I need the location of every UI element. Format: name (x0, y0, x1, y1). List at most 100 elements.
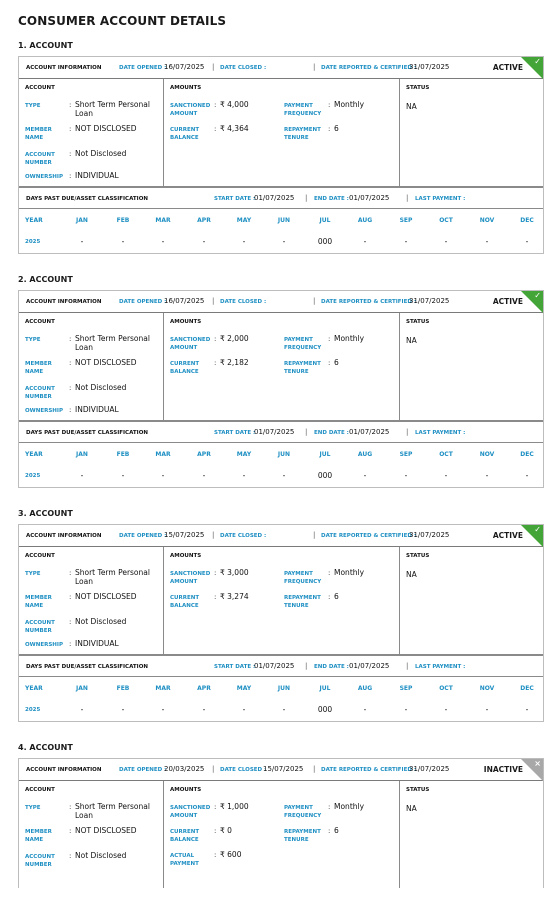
date-opened-value: 16/07/2025 (164, 63, 205, 71)
date-closed-label: DATE CLOSED : (220, 533, 267, 539)
account-card: ACCOUNT INFORMATION DATE OPENED :16/07/20… (18, 290, 544, 488)
separator: | (305, 662, 308, 670)
end-date-value: 01/07/2025 (349, 194, 390, 202)
history-cell: - (202, 471, 206, 480)
month-header-nov: NOV (479, 217, 495, 224)
member-name-value: NOT DISCLOSED (75, 592, 137, 601)
sanctioned-amount-label: SANCTIONED AMOUNT (170, 337, 211, 351)
account-info-header: ACCOUNT INFORMATION DATE OPENED :16/07/20… (19, 57, 543, 79)
month-header-year: YEAR (25, 451, 43, 458)
date-opened-value: 20/03/2025 (164, 765, 205, 773)
start-date-value: 01/07/2025 (254, 662, 295, 670)
check-icon: ✓ (534, 291, 541, 300)
history-cell: - (444, 471, 448, 480)
type-label: TYPE (25, 805, 41, 811)
date-opened-label: DATE OPENED : (119, 533, 167, 539)
colon: : (214, 569, 217, 577)
colon: : (69, 803, 72, 811)
current-balance-value: ₹ 4,364 (220, 124, 249, 133)
colon: : (214, 851, 217, 859)
date-reported-label: DATE REPORTED & CERTIFIED : (321, 65, 417, 71)
month-header-sep: SEP (399, 451, 413, 458)
history-cell: - (485, 237, 489, 246)
month-header-feb: FEB (116, 685, 130, 692)
month-header-aug: AUG (357, 685, 373, 692)
section-title: 1. ACCOUNT (18, 41, 73, 50)
colon: : (328, 593, 331, 601)
date-closed-label: DATE CLOSED : (220, 65, 267, 71)
account-details: ACCOUNT TYPE: Short Term Personal Loan MEMB… (19, 547, 543, 656)
date-closed-value: 15/07/2025 (263, 765, 304, 773)
history-cell: 000 (317, 705, 333, 714)
colon: : (69, 640, 72, 648)
separator: | (212, 531, 215, 539)
member-name-label: MEMBER NAME (25, 829, 52, 843)
payment-frequency-label: PAYMENT FREQUENCY (284, 103, 322, 117)
separator: | (313, 297, 316, 305)
date-opened-label: DATE OPENED : (119, 767, 167, 773)
member-name-value: NOT DISCLOSED (75, 358, 137, 367)
colon: : (214, 101, 217, 109)
amounts-column-title: AMOUNTS (170, 553, 202, 559)
colon: : (69, 335, 72, 343)
history-cell: - (404, 705, 408, 714)
amounts-column: AMOUNTS SANCTIONED AMOUNT: ₹ 4,000 CURRENT … (164, 79, 400, 186)
status-value: NA (406, 102, 417, 111)
month-header-year: YEAR (25, 685, 43, 692)
history-cell: - (80, 705, 84, 714)
status-column: STATUS NA (400, 79, 543, 186)
account-information-label: ACCOUNT INFORMATION (26, 533, 102, 539)
sanctioned-amount-value: ₹ 3,000 (220, 568, 249, 577)
member-name-label: MEMBER NAME (25, 127, 52, 141)
date-reported-label: DATE REPORTED & CERTIFIED : (321, 299, 417, 305)
status-column: STATUS NA (400, 781, 543, 888)
separator: | (406, 428, 409, 436)
history-cell: - (202, 237, 206, 246)
separator: | (305, 194, 308, 202)
start-date-label: START DATE : (214, 430, 256, 436)
separator: | (313, 765, 316, 773)
month-header-sep: SEP (399, 217, 413, 224)
account-info-header: ACCOUNT INFORMATION DATE OPENED :20/03/20… (19, 759, 543, 781)
current-balance-label: CURRENT BALANCE (170, 595, 200, 609)
date-reported-label: DATE REPORTED & CERTIFIED : (321, 533, 417, 539)
account-details: ACCOUNT TYPE: Short Term Personal Loan MEMB… (19, 79, 543, 188)
current-balance-label: CURRENT BALANCE (170, 829, 200, 843)
member-name-value: NOT DISCLOSED (75, 826, 137, 835)
current-balance-value: ₹ 2,182 (220, 358, 249, 367)
type-label: TYPE (25, 337, 41, 343)
month-header-jun: JUN (277, 685, 291, 692)
repayment-tenure-label: REPAYMENT TENURE (284, 361, 321, 375)
dpd-header: DAYS PAST DUE/ASSET CLASSIFICATION START … (19, 188, 543, 209)
account-column: ACCOUNT TYPE: Short Term Personal Loan MEMB… (19, 79, 164, 186)
colon: : (328, 569, 331, 577)
status-value: NA (406, 336, 417, 345)
account-info-header: ACCOUNT INFORMATION DATE OPENED :15/07/20… (19, 525, 543, 547)
status-column: STATUS NA (400, 313, 543, 420)
end-date-value: 01/07/2025 (349, 428, 390, 436)
account-number-value: Not Disclosed (75, 383, 127, 392)
end-date-label: END DATE : (314, 196, 349, 202)
check-icon: ✓ (534, 57, 541, 66)
month-header-aug: AUG (357, 451, 373, 458)
ownership-label: OWNERSHIP (25, 174, 63, 180)
current-balance-value: ₹ 3,274 (220, 592, 249, 601)
colon: : (214, 827, 217, 835)
month-header-dec: DEC (520, 217, 534, 224)
colon: : (69, 172, 72, 180)
month-header-jul: JUL (319, 217, 331, 224)
sanctioned-amount-label: SANCTIONED AMOUNT (170, 571, 211, 585)
ownership-value: INDIVIDUAL (75, 639, 119, 648)
history-cell: - (121, 705, 125, 714)
history-cell: - (525, 471, 529, 480)
ownership-label: OWNERSHIP (25, 642, 63, 648)
history-cell: - (161, 471, 165, 480)
month-header-may: MAY (236, 451, 252, 458)
colon: : (69, 852, 72, 860)
payment-history-grid: YEAR 2025 JAN - FEB - MAR - APR - MAY - JUN - JUL 000 AU… (19, 443, 543, 487)
account-status-badge: INACTIVE (483, 765, 523, 774)
date-reported-value: 31/07/2025 (409, 63, 450, 71)
sanctioned-amount-value: ₹ 2,000 (220, 334, 249, 343)
colon: : (214, 335, 217, 343)
section-title: 2. ACCOUNT (18, 275, 73, 284)
